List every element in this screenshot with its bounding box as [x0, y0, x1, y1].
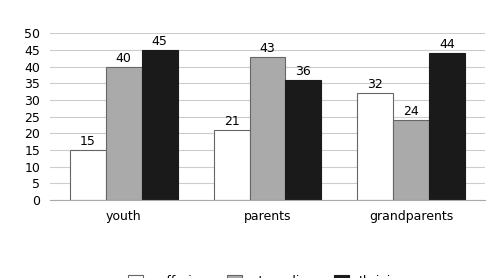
Bar — [70, 150, 106, 200]
Legend: suffering, struggling, thriving: suffering, struggling, thriving — [123, 270, 412, 278]
Bar — [106, 67, 142, 200]
Bar — [394, 120, 430, 200]
Text: 36: 36 — [296, 65, 312, 78]
Text: 45: 45 — [152, 35, 168, 48]
Text: 21: 21 — [224, 115, 240, 128]
Bar — [250, 57, 286, 200]
Bar — [286, 80, 322, 200]
Bar — [214, 130, 250, 200]
Bar — [142, 50, 178, 200]
Bar — [358, 93, 394, 200]
Bar — [430, 53, 465, 200]
Text: 43: 43 — [260, 42, 276, 55]
Text: 32: 32 — [368, 78, 383, 91]
Text: 15: 15 — [80, 135, 96, 148]
Text: 40: 40 — [116, 52, 132, 65]
Text: 44: 44 — [440, 38, 455, 51]
Text: 24: 24 — [404, 105, 419, 118]
